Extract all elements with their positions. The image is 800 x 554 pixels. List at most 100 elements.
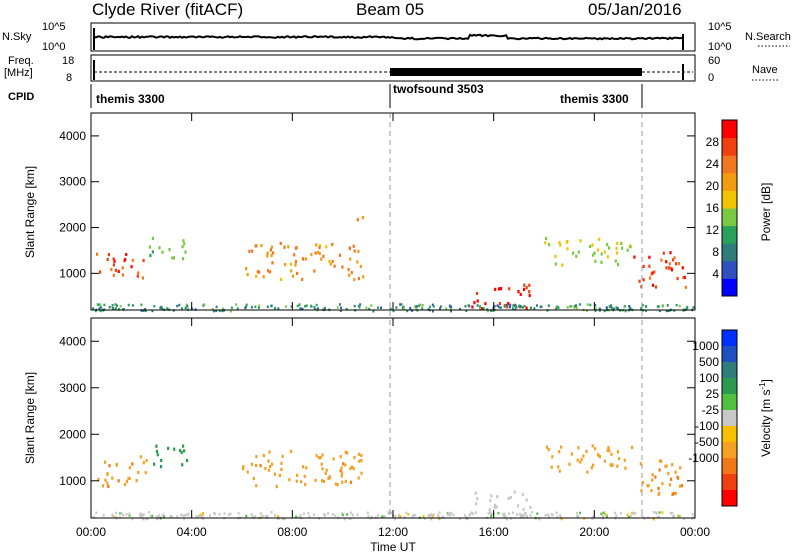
velocity-cell <box>658 491 661 495</box>
velocity-cell <box>582 454 585 458</box>
velocity-cell <box>592 463 595 467</box>
velocity-cell <box>358 459 361 463</box>
velocity-cell <box>547 448 550 452</box>
power-cell <box>633 255 636 259</box>
velocity-cell <box>340 466 343 470</box>
nsearch-tick-top: 10^5 <box>708 21 732 33</box>
power-cell <box>579 239 582 243</box>
velocity-cell <box>592 515 595 518</box>
velocity-cell <box>296 473 299 477</box>
velocity-cell <box>558 450 561 454</box>
velocity-cell <box>181 463 184 467</box>
power-cell <box>650 272 653 276</box>
power-cell <box>250 306 253 309</box>
velocity-cell <box>142 461 145 465</box>
velocity-cell <box>106 481 109 485</box>
nave-block <box>390 68 642 76</box>
velocity-cell <box>322 479 326 483</box>
velocity-cell <box>525 498 528 502</box>
velocity-cell <box>302 465 305 469</box>
velocity-cell <box>273 472 277 476</box>
velocity-cell <box>304 482 307 487</box>
velocity-cell <box>503 514 505 517</box>
power-cell <box>289 262 293 266</box>
power-cell <box>301 277 304 281</box>
power-cell <box>285 305 288 308</box>
velocity-cell <box>577 446 580 450</box>
velocity-cell <box>626 513 629 516</box>
power-cell <box>525 286 528 290</box>
power-cell <box>482 307 485 310</box>
power-cell <box>589 303 592 307</box>
velocity-cell <box>524 512 527 515</box>
power-cell <box>399 303 402 306</box>
power-cell <box>566 247 569 251</box>
velocity-cell <box>576 515 579 518</box>
power-cell <box>318 246 321 250</box>
power-cell <box>144 308 147 311</box>
power-cell <box>473 301 476 305</box>
power-cell <box>400 303 403 306</box>
power-ytick-label: 3000 <box>59 175 86 189</box>
power-cell <box>270 253 273 257</box>
velocity-cell <box>199 513 202 516</box>
power-cell <box>251 249 254 253</box>
power-cell <box>376 306 379 309</box>
velocity-cell <box>356 513 359 516</box>
velocity-cell <box>183 449 186 453</box>
velocity-cell <box>611 463 614 467</box>
power-cell <box>359 303 362 306</box>
power-cell <box>183 242 186 246</box>
power-cell <box>494 287 497 291</box>
velocity-cell <box>560 517 563 521</box>
power-cell <box>479 305 481 308</box>
power-cell <box>468 304 471 308</box>
power-cell <box>283 245 286 249</box>
power-cell <box>333 264 336 268</box>
power-cell <box>97 303 100 306</box>
power-cell <box>119 305 122 308</box>
velocity-cell <box>493 506 496 510</box>
power-cell <box>642 264 645 268</box>
velocity-cell <box>328 476 331 480</box>
power-cell <box>615 306 618 309</box>
velocity-cell <box>615 514 618 517</box>
velocity-cell <box>111 476 114 480</box>
velocity-cell <box>295 515 298 518</box>
velocity-cell <box>521 514 523 517</box>
power-cell <box>675 262 678 266</box>
velocity-cell <box>176 515 179 518</box>
velocity-colorbar-tick: -1000 <box>688 451 719 465</box>
power-colorbar-swatch <box>722 137 737 156</box>
power-cell <box>211 308 214 311</box>
velocity-cell <box>281 517 284 520</box>
cpid-segment-1: themis 3300 <box>96 92 165 106</box>
velocity-cell <box>393 517 396 521</box>
power-cell <box>186 304 189 308</box>
velocity-cell <box>252 477 255 481</box>
velocity-cell <box>254 515 257 518</box>
xtick-label: 00:00 <box>76 525 106 539</box>
velocity-cell <box>505 518 508 521</box>
power-cell <box>418 304 421 307</box>
velocity-cell <box>350 465 354 469</box>
power-cell <box>185 303 188 307</box>
velocity-cell <box>325 468 328 472</box>
velocity-panel: 1000 2000 3000 4000 Slant Range [km] <box>23 317 696 521</box>
velocity-cell <box>149 514 152 518</box>
velocity-cell <box>639 462 642 466</box>
power-cell <box>403 307 406 310</box>
power-cell <box>114 268 117 272</box>
velocity-colorbar-tick: 25 <box>706 387 720 401</box>
power-cell <box>325 245 328 249</box>
power-cell <box>322 254 325 258</box>
velocity-cell <box>137 470 140 475</box>
power-cell <box>358 306 361 309</box>
velocity-cell <box>430 518 433 521</box>
velocity-cell <box>555 511 558 514</box>
velocity-colorbar-swatch <box>722 458 737 475</box>
nsky-tick-bottom: 10^0 <box>42 41 66 53</box>
velocity-cell <box>657 486 660 490</box>
power-cell <box>528 293 531 298</box>
power-cell <box>594 309 597 312</box>
